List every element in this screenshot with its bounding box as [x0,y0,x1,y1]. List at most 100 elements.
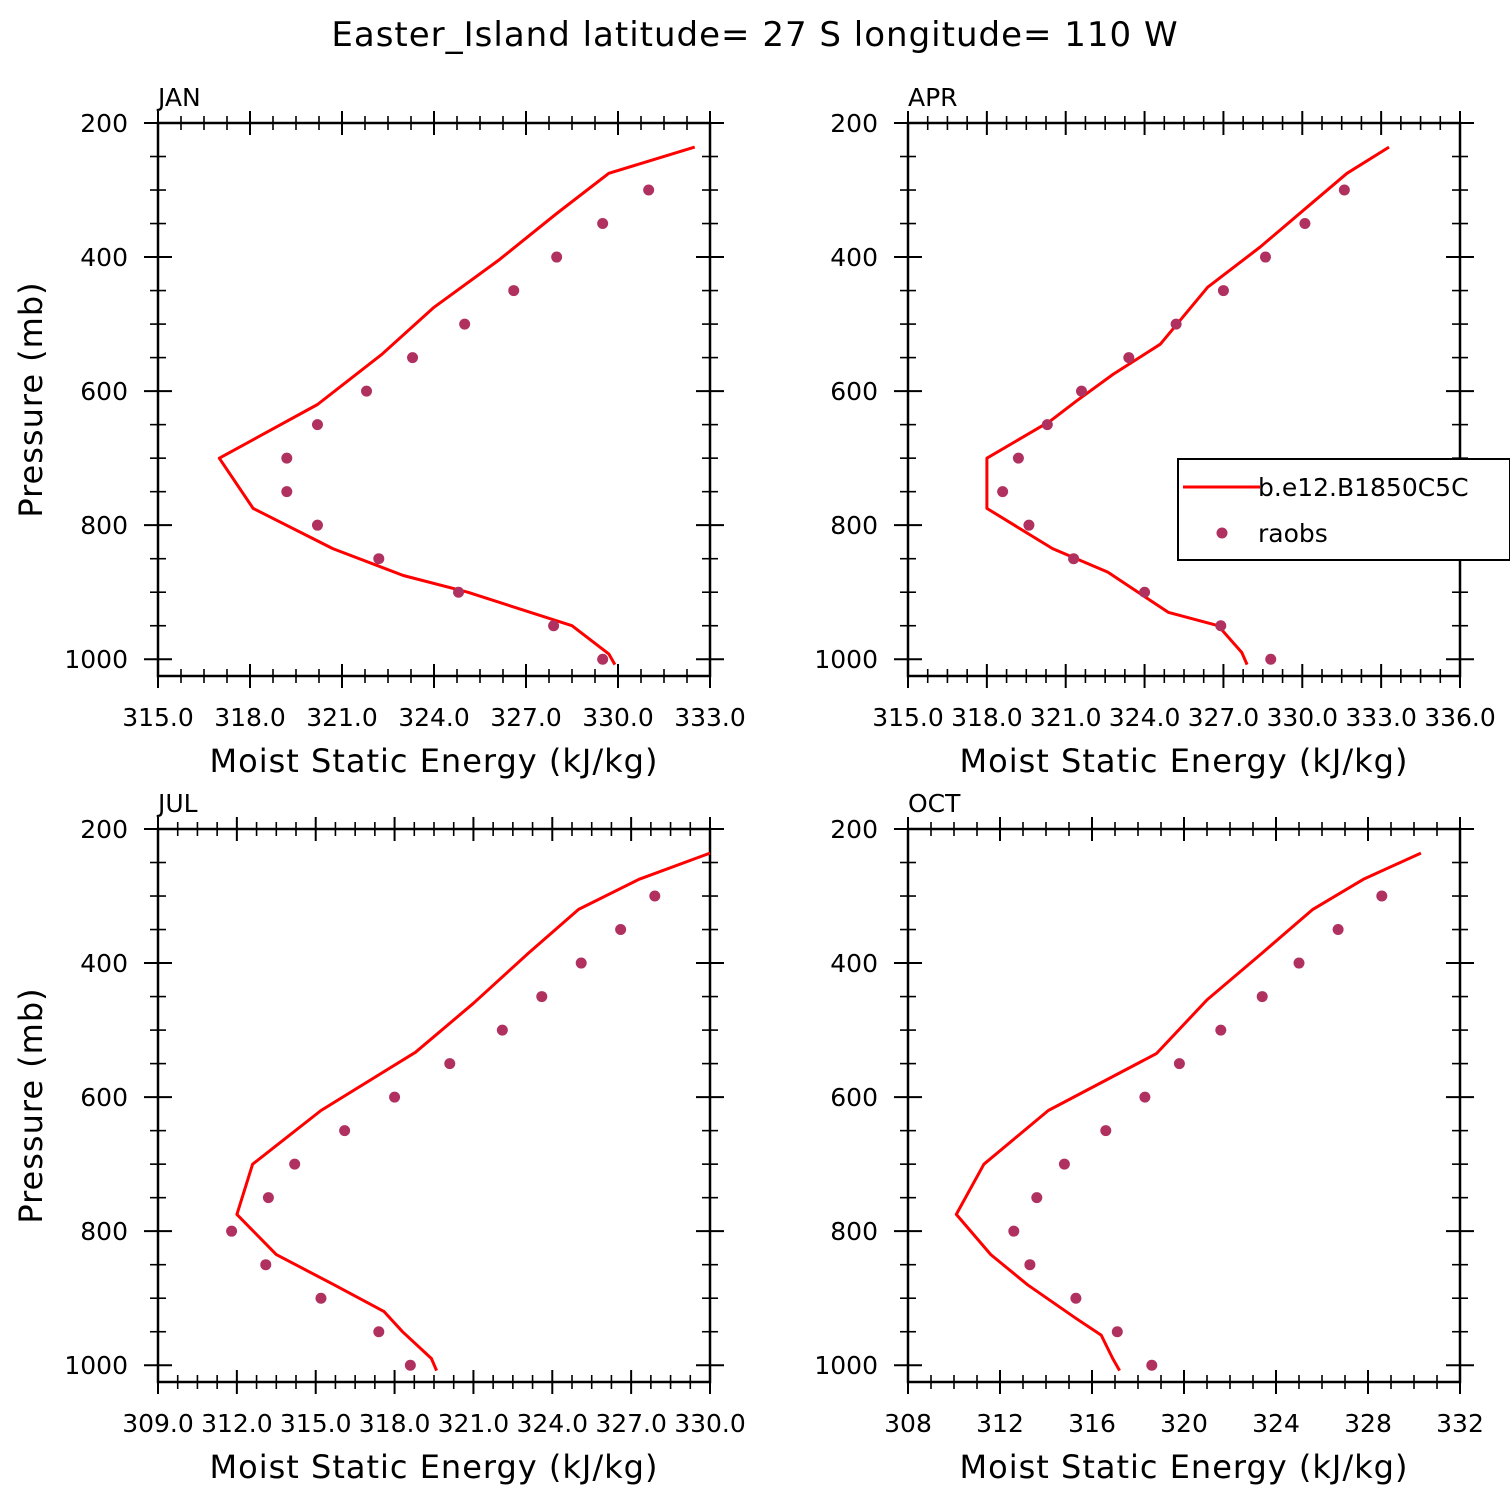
x-tick-label: 315.0 [122,703,194,732]
x-tick-label: 316 [1068,1409,1116,1438]
obs-point [1376,890,1388,902]
obs-point [389,1091,401,1103]
obs-point [281,452,293,464]
y-tick-label: 1000 [64,1351,128,1380]
x-tick-label: 333.0 [1345,703,1417,732]
obs-point [289,1158,301,1170]
y-tick-label: 400 [80,243,128,272]
obs-point [597,218,609,230]
x-tick-label: 318.0 [359,1409,431,1438]
x-axis-label: Moist Static Energy (kJ/kg) [960,742,1409,780]
obs-point [373,553,385,565]
x-tick-label: 320 [1160,1409,1208,1438]
obs-point [615,924,627,936]
x-tick-label: 324 [1252,1409,1300,1438]
obs-point [536,991,548,1003]
obs-point [453,586,465,598]
y-tick-label: 1000 [814,645,878,674]
panel-oct: OCT 308 312 316 320 324 328 332 200 400 600 800 1000… [814,789,1483,1486]
y-tick-label: 400 [830,243,878,272]
x-tick-label: 308 [884,1409,932,1438]
y-tick-label: 800 [80,511,128,540]
x-axis-label: Moist Static Energy (kJ/kg) [210,742,659,780]
obs-point [1070,1292,1082,1304]
obs-point [1332,924,1344,936]
obs-point [1170,318,1182,330]
x-tick-label: 330.0 [582,703,654,732]
x-tick-label: 309.0 [122,1409,194,1438]
panel-jan: JAN 315.0 318.0 321.0 324.0 327.0 330.0 333.0 20… [12,83,746,780]
obs-point [1338,184,1350,196]
panel-jul: JUL 309.0 312.0 315.0 318.0 321.0 324.0 327.0 33… [12,789,746,1486]
obs-point [1111,1326,1123,1338]
plot-frame [156,827,712,1384]
x-tick-label: 330.0 [674,1409,746,1438]
obs-point [496,1024,508,1036]
plot-frame [156,121,712,678]
figure-title: Easter_Island latitude= 27 S longitude= … [331,15,1178,55]
plot-frame [906,121,1462,678]
x-tick-label: 324.0 [1109,703,1181,732]
y-axis-label: Pressure (mb) [12,987,50,1223]
panel-label: JUL [156,789,198,818]
obs-point [1215,1024,1227,1036]
panel-label: APR [908,83,958,112]
panel-label: OCT [908,789,961,818]
model-line [217,145,696,666]
y-axis-label: Pressure (mb) [12,281,50,517]
obs-point [373,1326,385,1338]
obs-point [1068,553,1080,565]
legend-obs-label: raobs [1258,519,1328,548]
obs-point [315,1292,327,1304]
obs-point [444,1058,456,1070]
obs-point [597,653,609,665]
obs-point [1299,218,1311,230]
obs-point [281,486,293,498]
obs-point [1259,251,1271,263]
y-tick-label: 200 [80,109,128,138]
obs-point [407,352,419,364]
obs-point [1058,1158,1070,1170]
x-tick-label: 315.0 [280,1409,352,1438]
x-tick-label: 328 [1344,1409,1392,1438]
x-tick-label: 336.0 [1424,703,1496,732]
obs-point [551,251,563,263]
obs-point [459,318,471,330]
obs-point [339,1125,351,1137]
obs-point [1023,519,1035,531]
legend: b.e12.B1850C5C raobs [1177,458,1510,561]
obs-point [1265,653,1277,665]
obs-point [1075,385,1087,397]
obs-point [643,184,655,196]
x-tick-label: 330.0 [1266,703,1338,732]
x-tick-label: 324.0 [516,1409,588,1438]
x-tick-label: 327.0 [1188,703,1260,732]
obs-point [1041,419,1053,431]
obs-point [997,486,1009,498]
plot-frame [906,827,1462,1384]
x-tick-label: 333.0 [674,703,746,732]
obs-point [1139,1091,1151,1103]
obs-point [226,1225,238,1237]
y-tick-label: 200 [830,815,878,844]
obs-point [1256,991,1268,1003]
obs-point [1031,1192,1043,1204]
y-tick-label: 400 [80,949,128,978]
y-tick-label: 200 [80,815,128,844]
y-tick-label: 400 [830,949,878,978]
obs-point [1012,452,1024,464]
model-line [235,851,711,1372]
y-tick-label: 1000 [64,645,128,674]
obs-point [260,1259,272,1271]
y-tick-label: 600 [830,1083,878,1112]
model-line [954,851,1422,1372]
obs-point [1217,285,1229,297]
obs-point [1146,1359,1158,1371]
x-tick-label: 312 [976,1409,1024,1438]
obs-point [1215,620,1227,632]
x-axis-label: Moist Static Energy (kJ/kg) [960,1448,1409,1486]
x-tick-label: 312.0 [201,1409,273,1438]
obs-point [311,419,323,431]
